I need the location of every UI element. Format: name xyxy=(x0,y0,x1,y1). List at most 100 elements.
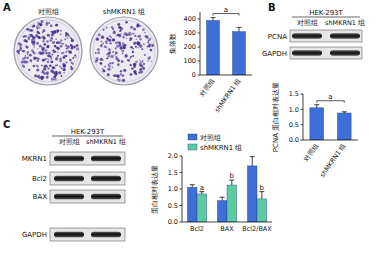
colony xyxy=(51,34,54,37)
colony xyxy=(49,36,51,38)
error-bar xyxy=(229,180,234,185)
colony xyxy=(109,62,111,64)
colony xyxy=(44,44,46,46)
colony xyxy=(52,54,54,56)
error-line xyxy=(261,192,262,199)
bar xyxy=(233,32,246,75)
dish-label: shMKRN1 组 xyxy=(103,8,146,16)
colony xyxy=(61,43,63,45)
colony xyxy=(101,36,104,39)
error-line xyxy=(222,197,223,200)
colony xyxy=(38,51,41,54)
colony xyxy=(43,77,44,78)
colony xyxy=(97,52,100,55)
colony xyxy=(45,52,48,55)
colony xyxy=(65,38,67,40)
colony xyxy=(147,41,149,43)
y-tick xyxy=(301,94,304,95)
colony xyxy=(61,52,63,54)
y-axis-label: 集落数 xyxy=(169,33,177,54)
colony xyxy=(102,68,104,70)
colony xyxy=(106,47,107,48)
colony xyxy=(56,42,59,45)
colony xyxy=(19,53,20,54)
panel-label: C xyxy=(3,119,10,130)
error-line xyxy=(239,27,240,31)
colony xyxy=(127,59,129,61)
row-label: GAPDH xyxy=(22,231,47,239)
colony xyxy=(141,48,143,50)
colony xyxy=(74,54,76,56)
colony xyxy=(18,42,21,45)
cell-line-rule xyxy=(292,17,360,18)
colony xyxy=(107,73,110,76)
colony xyxy=(151,44,154,47)
colony xyxy=(58,72,60,74)
colony xyxy=(47,67,49,69)
colony xyxy=(24,56,27,59)
x-tick-label: 对照组 xyxy=(198,77,217,99)
colony xyxy=(139,69,140,70)
colony xyxy=(60,30,62,32)
row-label: BAX xyxy=(33,193,48,201)
y-tick xyxy=(180,222,183,223)
colony xyxy=(150,49,153,52)
y-tick-label: 0.0 xyxy=(168,218,178,226)
significance-label: a xyxy=(328,93,332,101)
blot-strip xyxy=(50,172,125,185)
x-axis xyxy=(182,222,272,223)
colony xyxy=(143,43,145,45)
blot-strip xyxy=(290,30,362,42)
colony xyxy=(42,32,44,34)
colony xyxy=(28,34,29,35)
colony xyxy=(124,54,127,57)
colony xyxy=(55,57,58,60)
error-bar xyxy=(342,112,347,113)
colony xyxy=(134,35,136,37)
colony xyxy=(39,33,40,34)
x-tick-label: shMKRN1 组 xyxy=(213,77,242,114)
colony xyxy=(43,67,46,70)
colony xyxy=(49,39,51,41)
colony xyxy=(120,70,122,72)
error-bar xyxy=(237,27,242,31)
colony xyxy=(111,66,113,68)
colony xyxy=(71,47,74,50)
colony xyxy=(52,41,55,44)
colony xyxy=(115,41,118,44)
colony xyxy=(41,46,44,49)
colony xyxy=(63,64,66,67)
blot-band xyxy=(330,50,360,55)
colony xyxy=(147,57,150,60)
colony xyxy=(43,36,45,38)
colony xyxy=(106,57,108,59)
colony xyxy=(102,29,104,31)
colony xyxy=(36,57,38,59)
colony xyxy=(46,76,49,79)
blot-band xyxy=(54,156,84,162)
legend-swatch xyxy=(188,144,197,150)
colony xyxy=(37,31,40,34)
colony xyxy=(55,24,57,26)
colony xyxy=(19,46,21,48)
colony xyxy=(65,44,67,46)
bar xyxy=(337,113,351,140)
x-tick-label: Bcl2/BAX xyxy=(242,225,272,233)
colony xyxy=(36,31,38,33)
colony xyxy=(123,45,125,47)
colony xyxy=(130,73,133,76)
colony xyxy=(41,37,42,38)
colony xyxy=(139,38,141,40)
colony xyxy=(120,47,123,50)
colony xyxy=(147,60,149,62)
colony xyxy=(52,66,55,69)
colony xyxy=(31,35,34,38)
colony xyxy=(100,62,103,65)
y-tick-label: 0.5 xyxy=(289,121,299,129)
y-tick xyxy=(180,172,183,173)
y-tick-label: 0.5 xyxy=(168,202,178,210)
y-axis-label: PCNA 蛋白相对表达量 xyxy=(272,82,280,152)
y-tick xyxy=(180,189,183,190)
colony xyxy=(126,38,127,39)
colony xyxy=(31,61,32,62)
